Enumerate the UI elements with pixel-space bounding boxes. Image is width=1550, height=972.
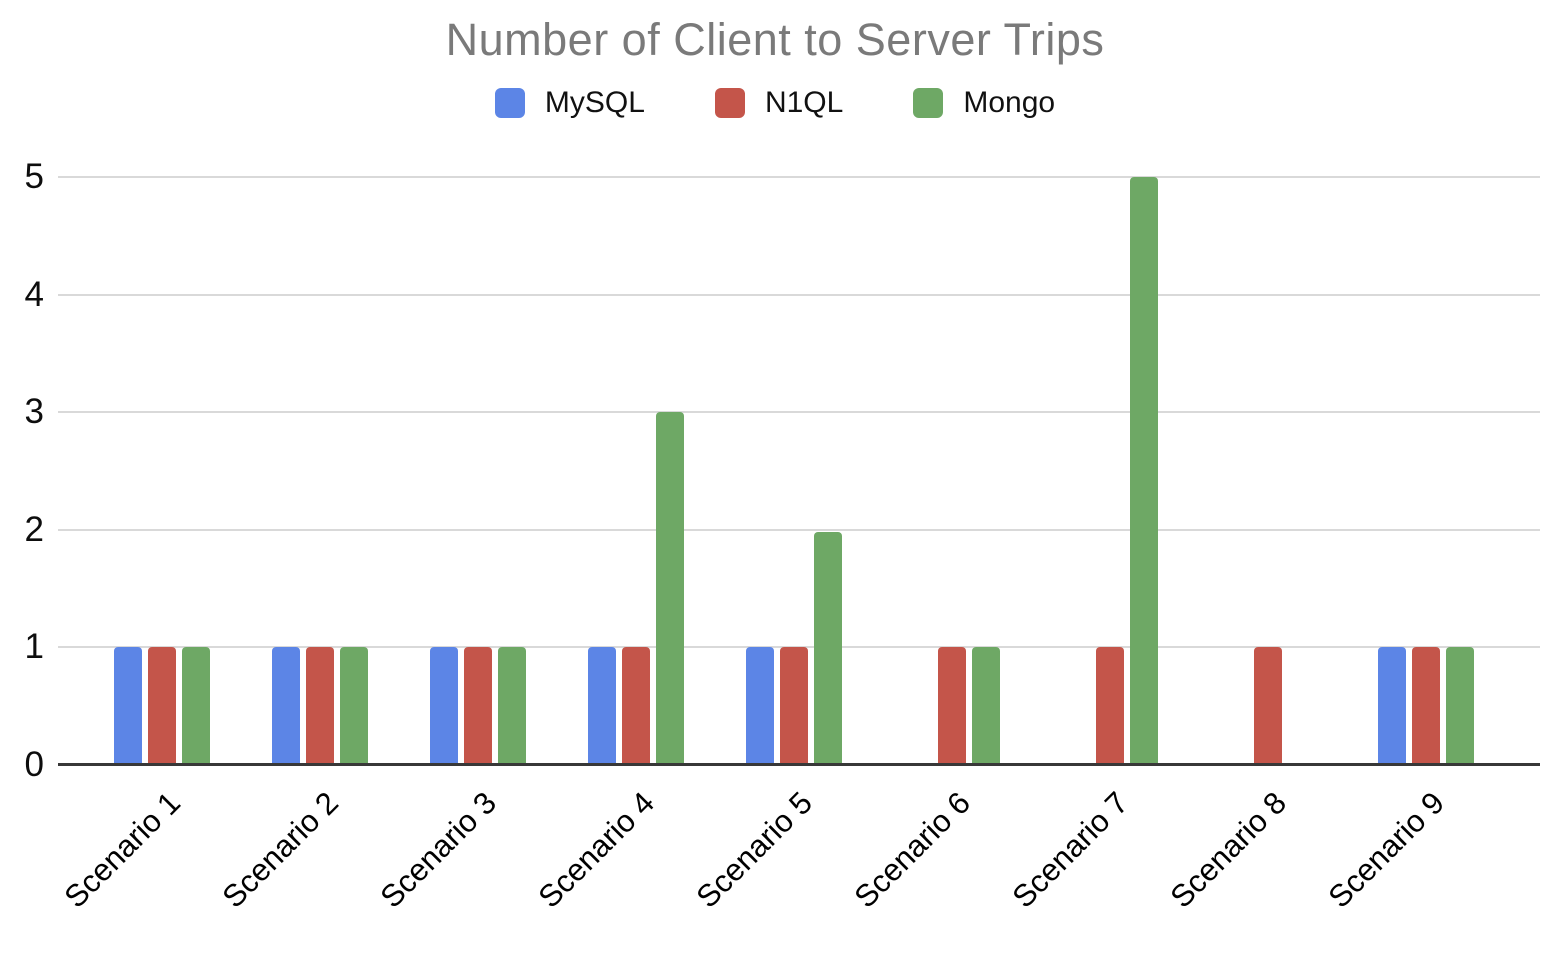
bar-mysql-scenario-2 bbox=[272, 647, 300, 765]
bar-slot bbox=[746, 177, 774, 765]
x-label-cell: Scenario 8 bbox=[1163, 765, 1347, 965]
legend-label: N1QL bbox=[764, 86, 844, 119]
bar-group-scenario-6 bbox=[873, 177, 1031, 765]
x-label-cell: Scenario 7 bbox=[1005, 765, 1189, 965]
legend-label: MySQL bbox=[544, 86, 645, 119]
gridline bbox=[58, 176, 1540, 178]
bar-group-scenario-9 bbox=[1347, 177, 1505, 765]
chart-title: Number of Client to Server Trips bbox=[445, 14, 1105, 65]
bar-mongo-scenario-7 bbox=[1130, 177, 1158, 765]
bar-group-scenario-8 bbox=[1189, 177, 1347, 765]
bar-group-scenario-4 bbox=[557, 177, 715, 765]
gridline bbox=[58, 293, 1540, 296]
bar-slot bbox=[1288, 177, 1316, 765]
x-label-cell: Scenario 5 bbox=[689, 765, 873, 965]
bar-mongo-scenario-9 bbox=[1446, 647, 1474, 765]
bar-slot bbox=[114, 177, 142, 765]
x-label-cell: Scenario 9 bbox=[1321, 765, 1505, 965]
bar-n1ql-scenario-2 bbox=[306, 647, 334, 765]
legend-label: Mongo bbox=[963, 86, 1056, 119]
bar-slot bbox=[814, 177, 842, 765]
bar-group-scenario-2 bbox=[241, 177, 399, 765]
bar-n1ql-scenario-8 bbox=[1254, 647, 1282, 765]
bar-slot bbox=[498, 177, 526, 765]
bar-slot bbox=[340, 177, 368, 765]
bar-slot bbox=[1062, 177, 1090, 765]
x-axis-labels: Scenario 1 Scenario 2 Scenario 3 Scenario 4… bbox=[57, 765, 1540, 965]
y-axis-tick-label: 4 bbox=[24, 274, 44, 314]
x-label-cell: Scenario 1 bbox=[57, 765, 241, 965]
x-label-cell: Scenario 3 bbox=[373, 765, 557, 965]
y-axis-tick-label: 5 bbox=[24, 157, 44, 196]
y-axis-tick-label: 1 bbox=[24, 627, 44, 667]
bar-slot bbox=[1096, 177, 1124, 765]
bar-n1ql-scenario-7 bbox=[1096, 647, 1124, 765]
bar-slot bbox=[182, 177, 210, 765]
bar-mysql-scenario-4 bbox=[588, 647, 616, 765]
bar-n1ql-scenario-4 bbox=[622, 647, 650, 765]
legend-item-mysql: MySQL bbox=[494, 86, 645, 120]
bar-slot bbox=[1130, 177, 1158, 765]
bar-group-scenario-1 bbox=[83, 177, 241, 765]
bar-slot bbox=[588, 177, 616, 765]
bar-slot bbox=[656, 177, 684, 765]
legend-swatch-icon bbox=[913, 88, 944, 118]
bar-slot bbox=[622, 177, 650, 765]
bar-slot bbox=[972, 177, 1000, 765]
bar-slot bbox=[904, 177, 932, 765]
bar-slot bbox=[938, 177, 966, 765]
bar-mongo-scenario-3 bbox=[498, 647, 526, 765]
legend-swatch-icon bbox=[494, 88, 525, 118]
bar-group-scenario-5 bbox=[715, 177, 873, 765]
y-axis-tick-label: 3 bbox=[24, 392, 44, 432]
bar-slot bbox=[1378, 177, 1406, 765]
bar-group-scenario-3 bbox=[399, 177, 557, 765]
x-axis-line bbox=[58, 763, 1540, 766]
bar-mysql-scenario-3 bbox=[430, 647, 458, 765]
bar-n1ql-scenario-6 bbox=[938, 647, 966, 765]
x-label-cell: Scenario 2 bbox=[215, 765, 399, 965]
bar-slot bbox=[1446, 177, 1474, 765]
bar-mysql-scenario-5 bbox=[746, 647, 774, 765]
bar-mongo-scenario-5 bbox=[814, 532, 842, 765]
bar-slot bbox=[1254, 177, 1282, 765]
bar-slot bbox=[430, 177, 458, 765]
bar-slot bbox=[272, 177, 300, 765]
legend-swatch-icon bbox=[714, 88, 745, 118]
bar-slot bbox=[780, 177, 808, 765]
bar-mongo-scenario-6 bbox=[972, 647, 1000, 765]
bar-slot bbox=[306, 177, 334, 765]
bar-n1ql-scenario-3 bbox=[464, 647, 492, 765]
bar-n1ql-scenario-1 bbox=[148, 647, 176, 765]
gridline bbox=[58, 528, 1540, 531]
x-axis-label-scenario-1: Scenario 1 bbox=[57, 785, 187, 915]
y-axis-tick-label: 0 bbox=[24, 745, 44, 784]
bar-slot bbox=[464, 177, 492, 765]
gridline bbox=[58, 411, 1540, 414]
bar-mongo-scenario-1 bbox=[182, 647, 210, 765]
bar-mongo-scenario-2 bbox=[340, 647, 368, 765]
bar-mysql-scenario-9 bbox=[1378, 647, 1406, 765]
y-axis-tick-label: 2 bbox=[24, 509, 44, 549]
x-label-cell: Scenario 6 bbox=[847, 765, 1031, 965]
legend-item-n1ql: N1QL bbox=[714, 86, 844, 120]
bar-slot bbox=[1412, 177, 1440, 765]
x-label-cell: Scenario 4 bbox=[531, 765, 715, 965]
legend: MySQL N1QL Mongo bbox=[0, 86, 1550, 120]
bar-group-scenario-7 bbox=[1031, 177, 1189, 765]
bar-n1ql-scenario-5 bbox=[780, 647, 808, 765]
bar-slot bbox=[1220, 177, 1248, 765]
bar-mysql-scenario-1 bbox=[114, 647, 142, 765]
bar-n1ql-scenario-9 bbox=[1412, 647, 1440, 765]
legend-item-mongo: Mongo bbox=[913, 86, 1055, 120]
bar-slot bbox=[148, 177, 176, 765]
bar-mongo-scenario-4 bbox=[656, 412, 684, 765]
bars-row bbox=[58, 177, 1540, 765]
